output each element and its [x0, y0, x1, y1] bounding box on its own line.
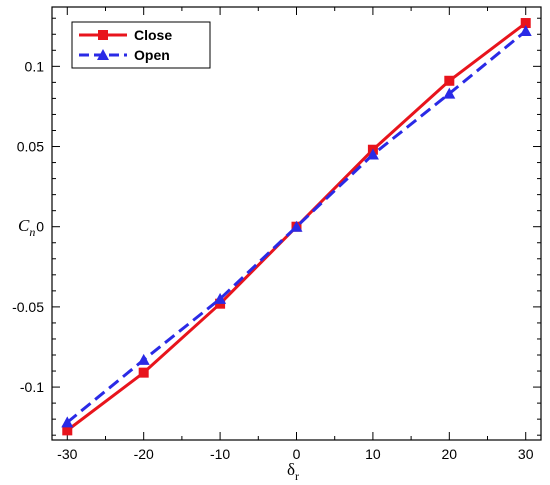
x-tick-label: 10: [365, 446, 381, 462]
point-open: [137, 353, 150, 365]
y-axis-label: Cn: [18, 216, 35, 239]
point-close: [520, 18, 531, 29]
x-tick-label: 30: [518, 446, 534, 462]
point-open: [290, 220, 303, 232]
y-tick-label: -0.05: [12, 299, 44, 315]
x-tick-label: -20: [134, 446, 154, 462]
legend-label-close: Close: [134, 27, 172, 43]
point-open: [61, 416, 74, 428]
point-open: [443, 87, 456, 99]
y-tick-label: 0: [36, 219, 44, 235]
ticks: -30 -20 -10 0 10 20 30 -0.1 -0.05 0 0.05 0.1: [12, 7, 541, 462]
legend-box: [71, 21, 211, 69]
x-axis-label: δr: [287, 460, 299, 483]
plot-frame: [51, 6, 542, 441]
x-axis-label-main: δ: [287, 460, 295, 479]
point-open: [214, 292, 227, 304]
x-axis-label-subscript: r: [295, 469, 299, 483]
y-axis-label-main: C: [18, 216, 30, 235]
legend: Close Open: [71, 21, 211, 69]
y-tick-label: -0.1: [20, 379, 44, 395]
series-group: [61, 18, 532, 436]
point-close: [62, 425, 73, 436]
y-tick-label: 0.05: [17, 139, 44, 155]
y-tick-label: 0.1: [25, 58, 45, 74]
point-open: [519, 25, 532, 37]
point-open: [366, 148, 379, 160]
legend-marker-close: [98, 30, 108, 40]
legend-marker-open: [97, 49, 109, 60]
point-close: [138, 367, 149, 378]
x-tick-label: 20: [442, 446, 458, 462]
x-tick-label: -30: [57, 446, 77, 462]
legend-label-open: Open: [134, 47, 170, 63]
y-axis-label-subscript: n: [29, 225, 35, 239]
x-tick-label: -10: [210, 446, 230, 462]
x-tick-label: 0: [293, 446, 301, 462]
point-close: [444, 75, 455, 86]
